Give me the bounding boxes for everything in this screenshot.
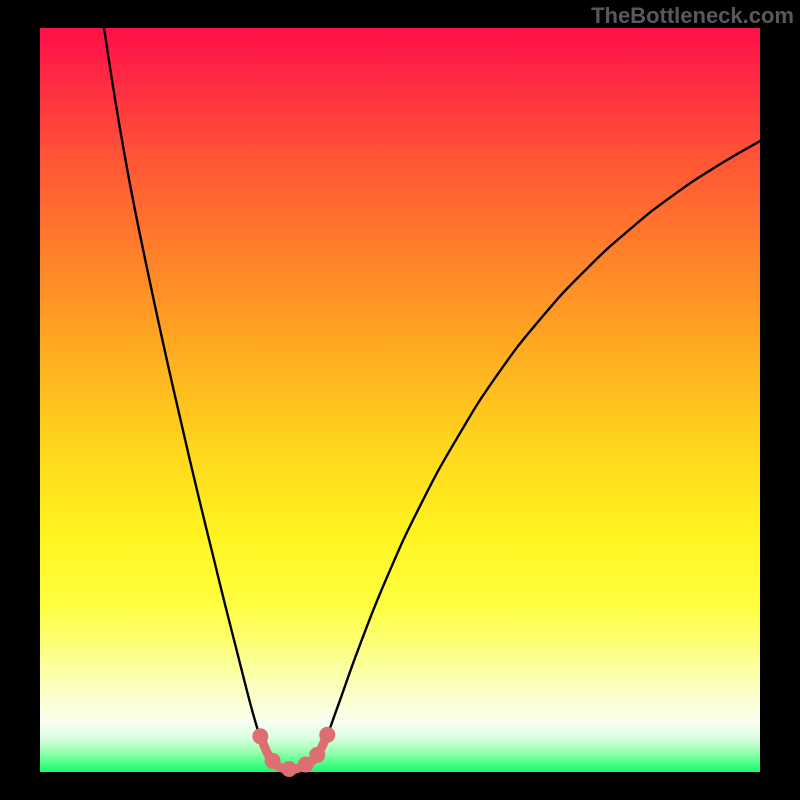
bottleneck-chart [0,0,800,800]
watermark-text: TheBottleneck.com [591,3,794,29]
marker-dot [319,727,335,743]
plot-background [40,28,760,772]
marker-dot [281,761,297,777]
chart-stage: TheBottleneck.com [0,0,800,800]
marker-dot [252,728,268,744]
marker-dot [309,747,325,763]
marker-dot [265,753,281,769]
